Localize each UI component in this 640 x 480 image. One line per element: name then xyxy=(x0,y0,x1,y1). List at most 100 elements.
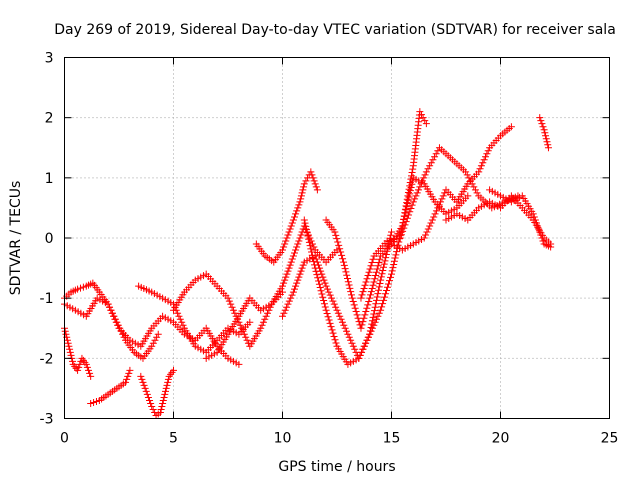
data-point xyxy=(431,210,439,218)
data-point xyxy=(378,303,386,311)
data-point xyxy=(164,375,172,383)
data-point xyxy=(285,264,293,272)
data-point xyxy=(396,234,404,242)
data-point xyxy=(385,241,393,249)
data-point xyxy=(434,204,442,212)
data-point xyxy=(361,281,369,289)
satellite-track-16 xyxy=(486,186,555,251)
data-point xyxy=(298,189,306,197)
data-point xyxy=(371,303,379,311)
data-point xyxy=(332,231,340,239)
data-point xyxy=(374,312,382,320)
data-point xyxy=(285,228,293,236)
data-point xyxy=(339,255,347,263)
data-point xyxy=(484,147,492,155)
data-point xyxy=(362,308,370,316)
data-point xyxy=(313,271,321,279)
data-point xyxy=(110,312,118,320)
data-point xyxy=(294,240,302,248)
data-point xyxy=(348,294,356,302)
data-point xyxy=(65,342,73,350)
data-point xyxy=(62,330,70,338)
data-point xyxy=(299,186,307,194)
data-point xyxy=(309,174,317,182)
data-point xyxy=(120,333,128,341)
data-point xyxy=(297,231,305,239)
data-point xyxy=(376,255,384,263)
data-point xyxy=(170,366,177,374)
data-point xyxy=(283,270,291,278)
data-point xyxy=(428,216,436,224)
data-point xyxy=(79,283,87,291)
x-tick-label: 0 xyxy=(60,431,69,447)
data-point xyxy=(371,275,379,283)
data-point xyxy=(284,231,292,239)
data-point xyxy=(483,150,491,158)
data-point xyxy=(378,270,386,278)
data-point xyxy=(370,310,378,318)
data-point xyxy=(108,309,116,317)
data-point xyxy=(297,192,305,200)
data-point xyxy=(385,280,393,288)
data-point xyxy=(281,306,289,314)
data-point xyxy=(287,222,295,230)
data-point xyxy=(160,393,168,401)
data-point xyxy=(434,147,442,155)
data-point xyxy=(343,327,351,335)
data-point xyxy=(333,306,341,314)
data-point xyxy=(363,275,371,283)
data-point xyxy=(288,255,296,263)
data-point xyxy=(415,186,423,194)
data-point xyxy=(367,291,375,299)
data-point xyxy=(417,111,425,119)
data-point xyxy=(426,222,434,230)
data-point xyxy=(329,297,337,305)
data-point xyxy=(392,251,400,259)
data-point xyxy=(418,177,426,185)
data-point xyxy=(282,273,290,281)
y-tick-label: -1 xyxy=(40,291,54,307)
data-point xyxy=(344,330,352,338)
satellite-track-9 xyxy=(252,168,321,266)
data-point xyxy=(154,330,162,338)
data-point xyxy=(368,324,376,332)
data-point xyxy=(381,293,389,301)
data-point xyxy=(380,260,388,268)
data-point xyxy=(408,180,416,188)
data-point xyxy=(281,276,289,284)
data-point xyxy=(536,114,544,122)
data-point xyxy=(175,312,183,320)
data-point xyxy=(285,297,293,305)
data-point xyxy=(542,132,550,140)
data-point xyxy=(321,279,329,287)
data-point xyxy=(412,192,420,200)
data-point xyxy=(358,348,366,356)
data-point xyxy=(261,315,269,323)
data-point xyxy=(368,284,376,292)
data-point xyxy=(334,238,342,246)
data-point xyxy=(355,354,363,362)
data-point xyxy=(473,189,481,197)
data-point xyxy=(305,238,313,246)
data-point xyxy=(156,408,164,416)
data-point xyxy=(307,168,315,176)
data-point xyxy=(401,221,409,229)
data-point xyxy=(375,309,383,317)
data-point xyxy=(382,290,390,298)
data-point xyxy=(111,315,119,323)
data-point xyxy=(536,228,544,236)
data-point xyxy=(139,378,147,386)
data-point xyxy=(405,193,413,201)
data-point xyxy=(329,329,337,337)
data-point xyxy=(384,283,392,291)
data-point xyxy=(246,318,254,326)
data-point xyxy=(344,278,352,286)
data-point xyxy=(63,336,71,344)
data-point xyxy=(377,306,385,314)
data-point xyxy=(332,303,340,311)
data-point xyxy=(403,214,411,222)
data-point xyxy=(360,284,368,292)
data-point xyxy=(225,297,233,305)
data-point xyxy=(87,399,95,407)
data-point xyxy=(82,360,90,368)
